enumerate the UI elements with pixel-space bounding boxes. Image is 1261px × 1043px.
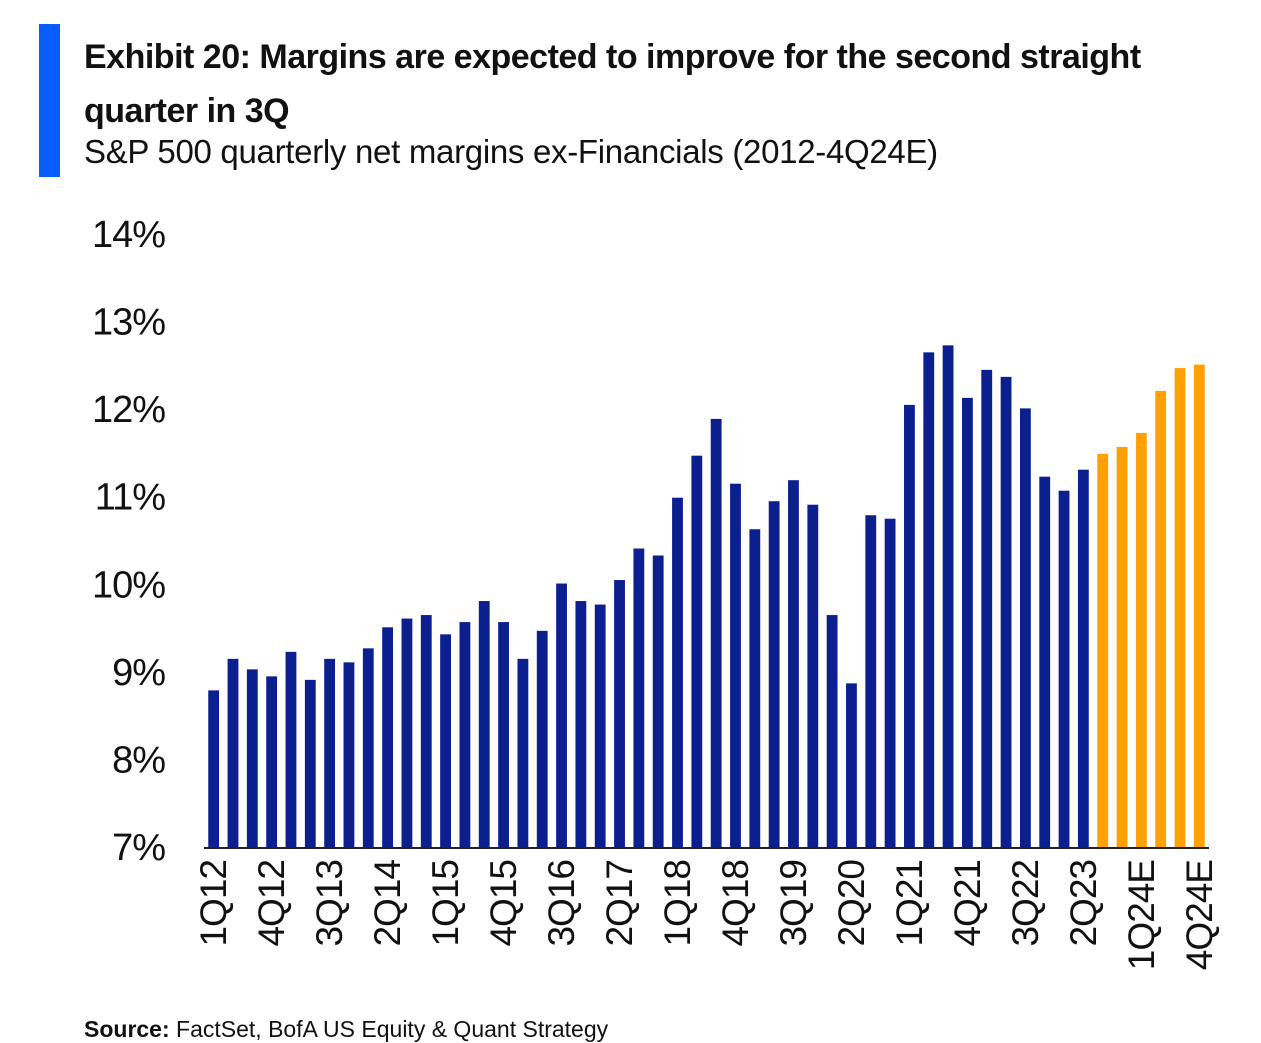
bar-actual	[498, 622, 509, 848]
bar-actual	[962, 397, 973, 848]
bar-actual	[440, 634, 451, 848]
bar-actual	[246, 669, 258, 848]
bar-actual	[362, 648, 374, 848]
bar-actual	[768, 501, 780, 848]
bar-actual	[575, 601, 587, 848]
x-tick-label: 2Q23	[1063, 860, 1104, 947]
y-tick-label: 14%	[92, 214, 165, 256]
bar-actual	[846, 683, 857, 848]
bar-chart: 7%8%9%10%11%12%13%14% 1Q12 4Q12 3Q13 2Q14 1Q…	[92, 214, 1220, 971]
bar-actual	[788, 480, 799, 848]
source-label: Source:	[84, 1016, 170, 1042]
bar-estimate	[1135, 432, 1147, 848]
bar-actual	[1000, 376, 1012, 848]
bar-actual	[324, 658, 336, 848]
y-tick-label: 9%	[112, 652, 165, 694]
x-tick-label: 2Q14	[367, 860, 408, 947]
bar-actual	[401, 618, 413, 848]
x-axis-ticks: 1Q12 4Q12 3Q13 2Q14 1Q15 4Q15 3Q16 2Q17 1Q18 4Q18…	[193, 860, 1220, 971]
y-tick-label: 11%	[95, 477, 165, 519]
bar-actual	[923, 352, 935, 848]
bar-actual	[517, 658, 529, 848]
chart-title: Exhibit 20: Margins are expected to impr…	[84, 38, 1141, 130]
y-tick-label: 12%	[92, 389, 165, 431]
bar-actual	[730, 483, 741, 848]
bar-actual	[691, 455, 703, 848]
bar-actual	[459, 622, 471, 848]
bar-actual	[208, 690, 220, 848]
bar-actual	[904, 404, 915, 848]
x-tick-label: 3Q13	[309, 860, 350, 947]
bar-actual	[981, 369, 993, 848]
accent-bar	[39, 24, 60, 177]
x-tick-label: 1Q24E	[1121, 860, 1162, 971]
bar-actual	[1058, 490, 1070, 848]
bar-actual	[614, 580, 625, 848]
y-tick-label: 7%	[112, 827, 165, 869]
x-tick-label: 1Q15	[425, 860, 466, 947]
bar-actual	[478, 601, 490, 848]
bar-actual	[942, 345, 954, 848]
y-axis-ticks: 7% 8% 9% 10% 11% 12% 13% 14%	[92, 214, 166, 869]
bar-actual	[1039, 476, 1051, 848]
x-tick-label: 2Q17	[599, 860, 640, 947]
bar-estimate	[1155, 390, 1167, 848]
bar-actual	[1077, 469, 1089, 848]
x-tick-label: 4Q18	[715, 860, 756, 947]
bar-actual	[710, 418, 722, 848]
bar-actual	[826, 615, 838, 848]
x-tick-label: 4Q24E	[1179, 860, 1220, 971]
x-tick-label: 4Q21	[947, 860, 988, 947]
bar-actual	[672, 497, 683, 848]
bar-actual	[865, 515, 877, 848]
bar-actual	[807, 504, 819, 848]
x-tick-label: 3Q19	[773, 860, 814, 947]
bar-actual	[285, 651, 297, 848]
bar-actual	[884, 518, 896, 848]
x-tick-label: 1Q21	[889, 860, 930, 947]
x-tick-label: 2Q20	[831, 860, 872, 947]
y-tick-label: 13%	[92, 302, 165, 344]
bar-actual	[304, 679, 316, 848]
bar-estimate	[1097, 453, 1109, 848]
y-tick-label: 10%	[92, 564, 165, 606]
source-text: FactSet, BofA US Equity & Quant Strategy	[176, 1016, 609, 1042]
bar-actual	[1019, 408, 1031, 848]
x-tick-label: 1Q18	[657, 860, 698, 947]
x-tick-label: 3Q16	[541, 860, 582, 947]
bar-actual	[266, 676, 278, 848]
bar-actual	[382, 627, 394, 848]
bar-actual	[556, 583, 567, 848]
bar-actual	[652, 555, 664, 848]
bar-actual	[594, 604, 606, 848]
bar-actual	[227, 658, 239, 848]
bar-actual	[749, 529, 761, 848]
x-tick-label: 3Q22	[1005, 860, 1046, 947]
bar-actual	[536, 630, 548, 848]
x-tick-label: 1Q12	[193, 860, 234, 947]
bars	[208, 345, 1205, 848]
bar-actual	[343, 662, 355, 848]
x-tick-label: 4Q12	[251, 860, 292, 947]
x-tick-label: 4Q15	[483, 860, 524, 947]
chart-subtitle: S&P 500 quarterly net margins ex-Financi…	[84, 133, 938, 170]
bar-actual	[633, 548, 645, 848]
bar-estimate	[1116, 446, 1128, 848]
bar-estimate	[1174, 368, 1186, 848]
y-tick-label: 8%	[112, 739, 165, 781]
bar-estimate	[1193, 364, 1205, 848]
source-note: Source: FactSet, BofA US Equity & Quant …	[84, 1016, 608, 1043]
bar-actual	[420, 615, 432, 848]
